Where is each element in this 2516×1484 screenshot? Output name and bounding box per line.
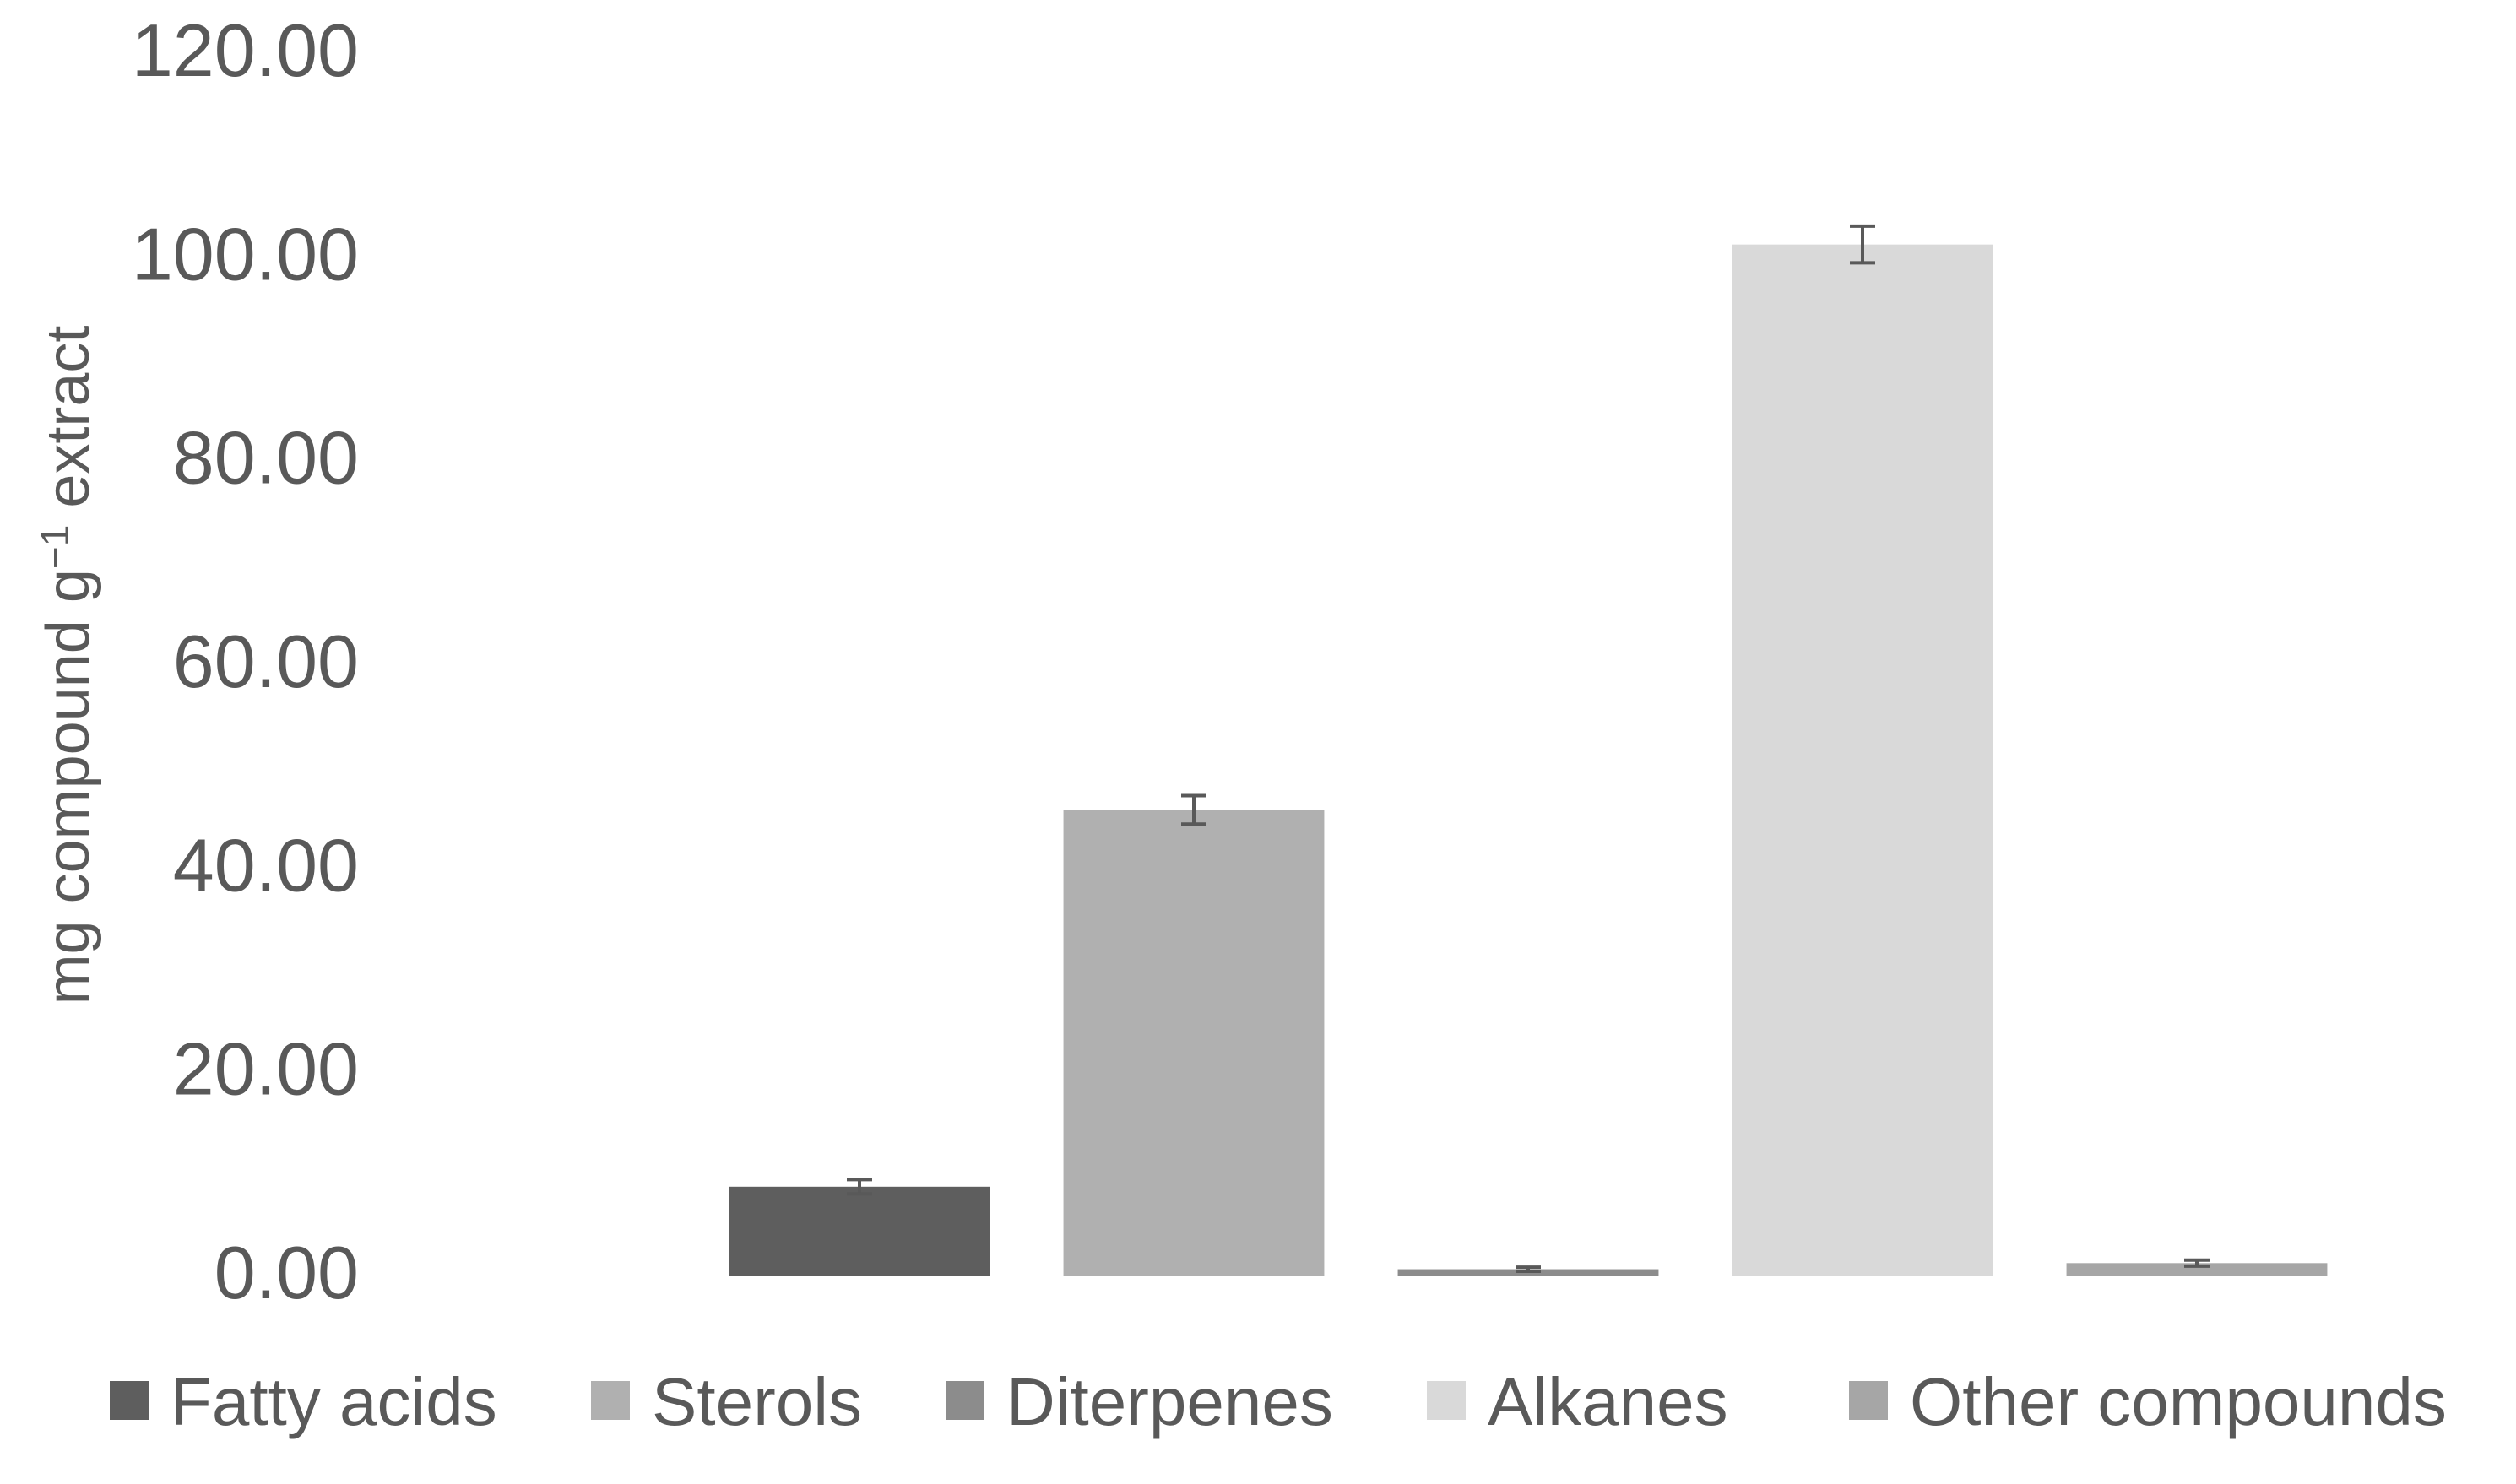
legend-item: Alkanes (1427, 1364, 1728, 1439)
legend-label: Other compounds (1910, 1364, 2447, 1439)
legend-swatch (1427, 1381, 1466, 1420)
error-bar (1850, 224, 1875, 265)
y-axis-label-prefix: mg compound g (35, 569, 102, 1005)
legend-item: Diterpenes (946, 1364, 1333, 1439)
y-tick-label: 40.00 (173, 823, 359, 907)
y-tick-label: 0.00 (214, 1231, 359, 1314)
y-tick-label: 60.00 (173, 620, 359, 703)
legend-label: Fatty acids (171, 1364, 497, 1439)
y-axis-label-suffix: extract (35, 326, 102, 525)
legend-label: Diterpenes (1006, 1364, 1333, 1439)
legend-label: Alkanes (1488, 1364, 1728, 1439)
legend-swatch (110, 1381, 149, 1420)
y-axis-label: mg compound g−1 extract (33, 326, 102, 1005)
y-axis-label-superscript: −1 (33, 525, 77, 569)
bars-group (729, 244, 2328, 1276)
legend-swatch (946, 1381, 984, 1420)
y-axis-ticks: 0.00 20.00 40.00 60.00 80.00 100.00 120.00 (132, 8, 359, 1314)
y-tick-label: 120.00 (132, 8, 359, 92)
legend-label: Sterols (652, 1364, 862, 1439)
y-tick-label: 80.00 (173, 416, 359, 500)
legend-item: Other compounds (1849, 1364, 2447, 1439)
error-bar (1516, 1265, 1541, 1273)
error-bar (1181, 793, 1206, 826)
y-tick-label: 100.00 (132, 212, 359, 295)
legend-item: Sterols (591, 1364, 862, 1439)
bar (2066, 1263, 2328, 1276)
bar (1063, 810, 1325, 1276)
legend: Fatty acids Sterols Diterpenes Alkanes Other… (110, 1364, 2447, 1439)
bar (1732, 244, 1993, 1276)
y-tick-label: 20.00 (173, 1027, 359, 1111)
legend-item: Fatty acids (110, 1364, 497, 1439)
legend-swatch (591, 1381, 630, 1420)
bar (729, 1186, 990, 1276)
y-axis-label-group: mg compound g−1 extract (33, 326, 102, 1005)
error-bars-group (847, 224, 2210, 1273)
legend-swatch (1849, 1381, 1888, 1420)
error-bar (2184, 1258, 2210, 1268)
error-bar (847, 1178, 872, 1196)
